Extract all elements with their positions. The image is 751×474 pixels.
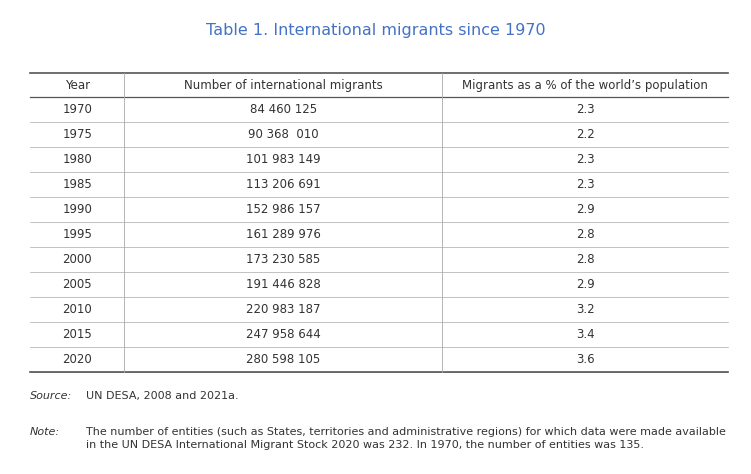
- Text: 191 446 828: 191 446 828: [246, 278, 321, 291]
- Text: Source:: Source:: [30, 391, 72, 401]
- Text: 113 206 691: 113 206 691: [246, 178, 321, 191]
- Text: 2.8: 2.8: [576, 228, 595, 241]
- Text: 1975: 1975: [62, 128, 92, 141]
- Text: 280 598 105: 280 598 105: [246, 353, 321, 366]
- Text: 2.3: 2.3: [576, 178, 595, 191]
- Text: 2.9: 2.9: [576, 203, 595, 216]
- Text: 1985: 1985: [62, 178, 92, 191]
- Text: Migrants as a % of the world’s population: Migrants as a % of the world’s populatio…: [463, 79, 708, 92]
- Text: 2015: 2015: [62, 328, 92, 341]
- Text: 2020: 2020: [62, 353, 92, 366]
- Text: 2.9: 2.9: [576, 278, 595, 291]
- Text: 84 460 125: 84 460 125: [249, 103, 317, 116]
- Text: 101 983 149: 101 983 149: [246, 153, 321, 166]
- Text: UN DESA, 2008 and 2021a.: UN DESA, 2008 and 2021a.: [86, 391, 239, 401]
- Text: 1970: 1970: [62, 103, 92, 116]
- Text: 220 983 187: 220 983 187: [246, 303, 321, 316]
- Text: 2000: 2000: [62, 253, 92, 266]
- Text: 90 368  010: 90 368 010: [248, 128, 318, 141]
- Text: 1990: 1990: [62, 203, 92, 216]
- Text: 2.3: 2.3: [576, 153, 595, 166]
- Text: Number of international migrants: Number of international migrants: [184, 79, 382, 92]
- Text: 2.3: 2.3: [576, 103, 595, 116]
- Text: 2.8: 2.8: [576, 253, 595, 266]
- Text: 1980: 1980: [62, 153, 92, 166]
- Text: Year: Year: [65, 79, 90, 92]
- Text: Note:: Note:: [30, 427, 60, 437]
- Text: 2005: 2005: [62, 278, 92, 291]
- Text: 3.2: 3.2: [576, 303, 595, 316]
- Text: The number of entities (such as States, territories and administrative regions) : The number of entities (such as States, …: [86, 427, 726, 450]
- Text: 2.2: 2.2: [576, 128, 595, 141]
- Text: Table 1. International migrants since 1970: Table 1. International migrants since 19…: [206, 23, 545, 38]
- Text: 152 986 157: 152 986 157: [246, 203, 321, 216]
- Text: 1995: 1995: [62, 228, 92, 241]
- Text: 3.4: 3.4: [576, 328, 595, 341]
- Text: 3.6: 3.6: [576, 353, 595, 366]
- Text: 161 289 976: 161 289 976: [246, 228, 321, 241]
- Text: 247 958 644: 247 958 644: [246, 328, 321, 341]
- Text: 173 230 585: 173 230 585: [246, 253, 321, 266]
- Text: 2010: 2010: [62, 303, 92, 316]
